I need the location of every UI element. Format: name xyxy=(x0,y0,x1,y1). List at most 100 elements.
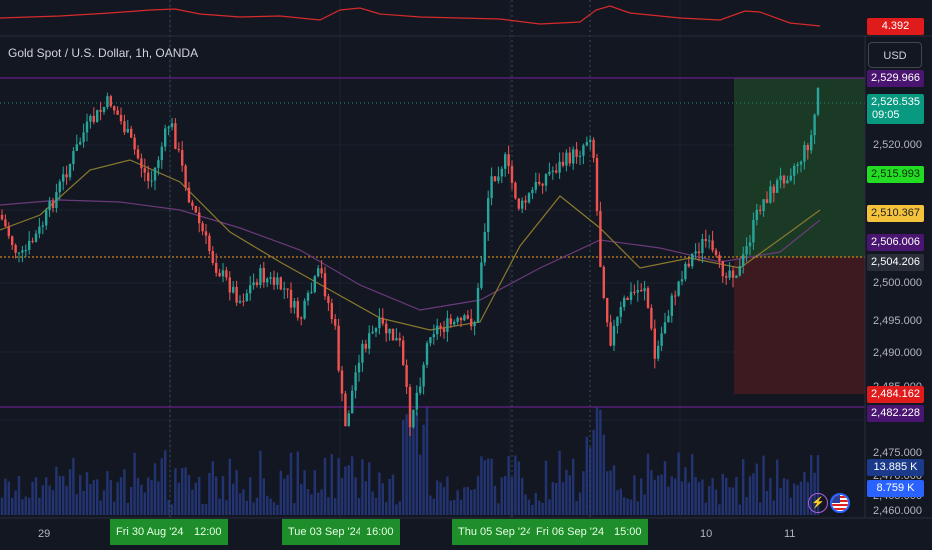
volume-bar xyxy=(385,502,388,515)
candle-body xyxy=(147,172,150,181)
candle-body xyxy=(463,315,466,321)
candle-body xyxy=(45,210,48,226)
bar-countdown: 09:05 xyxy=(872,109,900,121)
candle-body xyxy=(422,364,425,387)
candle-body xyxy=(602,266,605,298)
volume-bar xyxy=(327,497,330,515)
candle-body xyxy=(657,345,660,359)
candle-body xyxy=(293,301,296,308)
volume-bar xyxy=(524,494,527,515)
candle-body xyxy=(575,149,578,157)
candle-body xyxy=(167,127,170,129)
x-highlight-date: Tue 03 Sep '24 xyxy=(282,519,368,545)
volume-bar xyxy=(745,497,748,515)
candle-body xyxy=(476,287,480,323)
volume-bar xyxy=(425,407,429,515)
candle-body xyxy=(153,167,157,181)
candle-body xyxy=(674,295,677,297)
volume-bar xyxy=(555,483,558,515)
y-tick: 2,460.000 xyxy=(873,505,922,517)
candle-body xyxy=(402,340,405,366)
volume-bar xyxy=(153,463,157,515)
volume-bar xyxy=(708,485,711,515)
volume-bar xyxy=(507,455,510,515)
volume-bar xyxy=(21,499,24,515)
moving-average-fast xyxy=(0,159,821,331)
volume-bar xyxy=(470,489,473,515)
volume-bar xyxy=(310,494,313,515)
candle-body xyxy=(568,152,571,164)
volume-bar xyxy=(714,489,718,515)
volume-bar xyxy=(68,469,72,515)
y-tick: 2,520.000 xyxy=(873,139,922,151)
candle-body xyxy=(449,318,452,325)
volume-bar xyxy=(337,458,340,515)
volume-bar xyxy=(497,503,500,515)
volume-bar xyxy=(55,466,58,515)
price-tag-last: 2,526.535 09:05 xyxy=(867,94,924,124)
x-tick: 29 xyxy=(38,528,51,540)
candle-body xyxy=(85,121,89,133)
volume-bar xyxy=(619,488,622,515)
volume-bar xyxy=(442,487,446,515)
candle-body xyxy=(473,322,476,327)
volume-bar xyxy=(575,500,578,515)
volume-bar xyxy=(558,450,561,515)
volume-bar xyxy=(548,499,551,515)
candle-body xyxy=(72,150,75,164)
us-flag-icon[interactable] xyxy=(830,493,850,513)
volume-bar xyxy=(249,477,252,515)
lightning-icon[interactable]: ⚡ xyxy=(808,493,828,513)
volume-bar xyxy=(493,485,497,515)
volume-bar xyxy=(653,479,656,515)
volume-bar xyxy=(538,500,541,515)
candle-body xyxy=(323,273,327,297)
candle-body xyxy=(255,282,259,285)
candle-body xyxy=(140,158,143,169)
candle-body xyxy=(215,262,218,273)
volume-bar xyxy=(680,481,684,515)
volume-bar xyxy=(415,411,418,515)
candle-body xyxy=(0,215,4,220)
volume-bar xyxy=(106,471,109,515)
symbol-title[interactable]: Gold Spot / U.S. Dollar, 1h, OANDA xyxy=(8,46,199,60)
candle-body xyxy=(116,110,119,115)
candle-body xyxy=(41,225,44,227)
candle-body xyxy=(266,278,269,283)
volume-bar xyxy=(381,483,384,515)
y-tick: 2,475.000 xyxy=(873,447,922,459)
price-tag-stop: 2,484.162 xyxy=(867,386,924,403)
volume-bar xyxy=(592,429,595,515)
volume-bar xyxy=(201,504,204,515)
volume-bar xyxy=(238,493,242,515)
volume-bar xyxy=(796,485,799,515)
volume-bar xyxy=(629,499,633,515)
candle-body xyxy=(803,145,806,162)
volume-bar xyxy=(436,480,439,515)
volume-bar xyxy=(742,459,745,515)
candle-body xyxy=(490,176,493,199)
candle-body xyxy=(327,296,330,304)
candle-body xyxy=(245,293,248,301)
candle-body xyxy=(578,155,582,157)
candle-body xyxy=(221,270,225,277)
volume-bar xyxy=(463,487,466,515)
candle-body xyxy=(238,300,242,303)
candle-body xyxy=(51,201,55,209)
volume-bar xyxy=(102,490,106,515)
candle-body xyxy=(670,295,673,316)
x-highlight-date: Fri 30 Aug '24 xyxy=(110,519,190,545)
candle-body xyxy=(218,272,221,277)
candle-body xyxy=(398,338,401,341)
currency-button[interactable]: USD xyxy=(868,42,922,68)
volume-bar xyxy=(738,504,741,515)
volume-bar xyxy=(697,481,701,515)
volume-bar xyxy=(232,483,235,515)
volume-bar xyxy=(347,465,350,515)
volume-bar xyxy=(490,458,493,515)
volume-bars xyxy=(0,406,820,515)
volume-bar xyxy=(109,479,112,515)
volume-bar xyxy=(677,452,680,515)
candle-body xyxy=(439,325,442,329)
